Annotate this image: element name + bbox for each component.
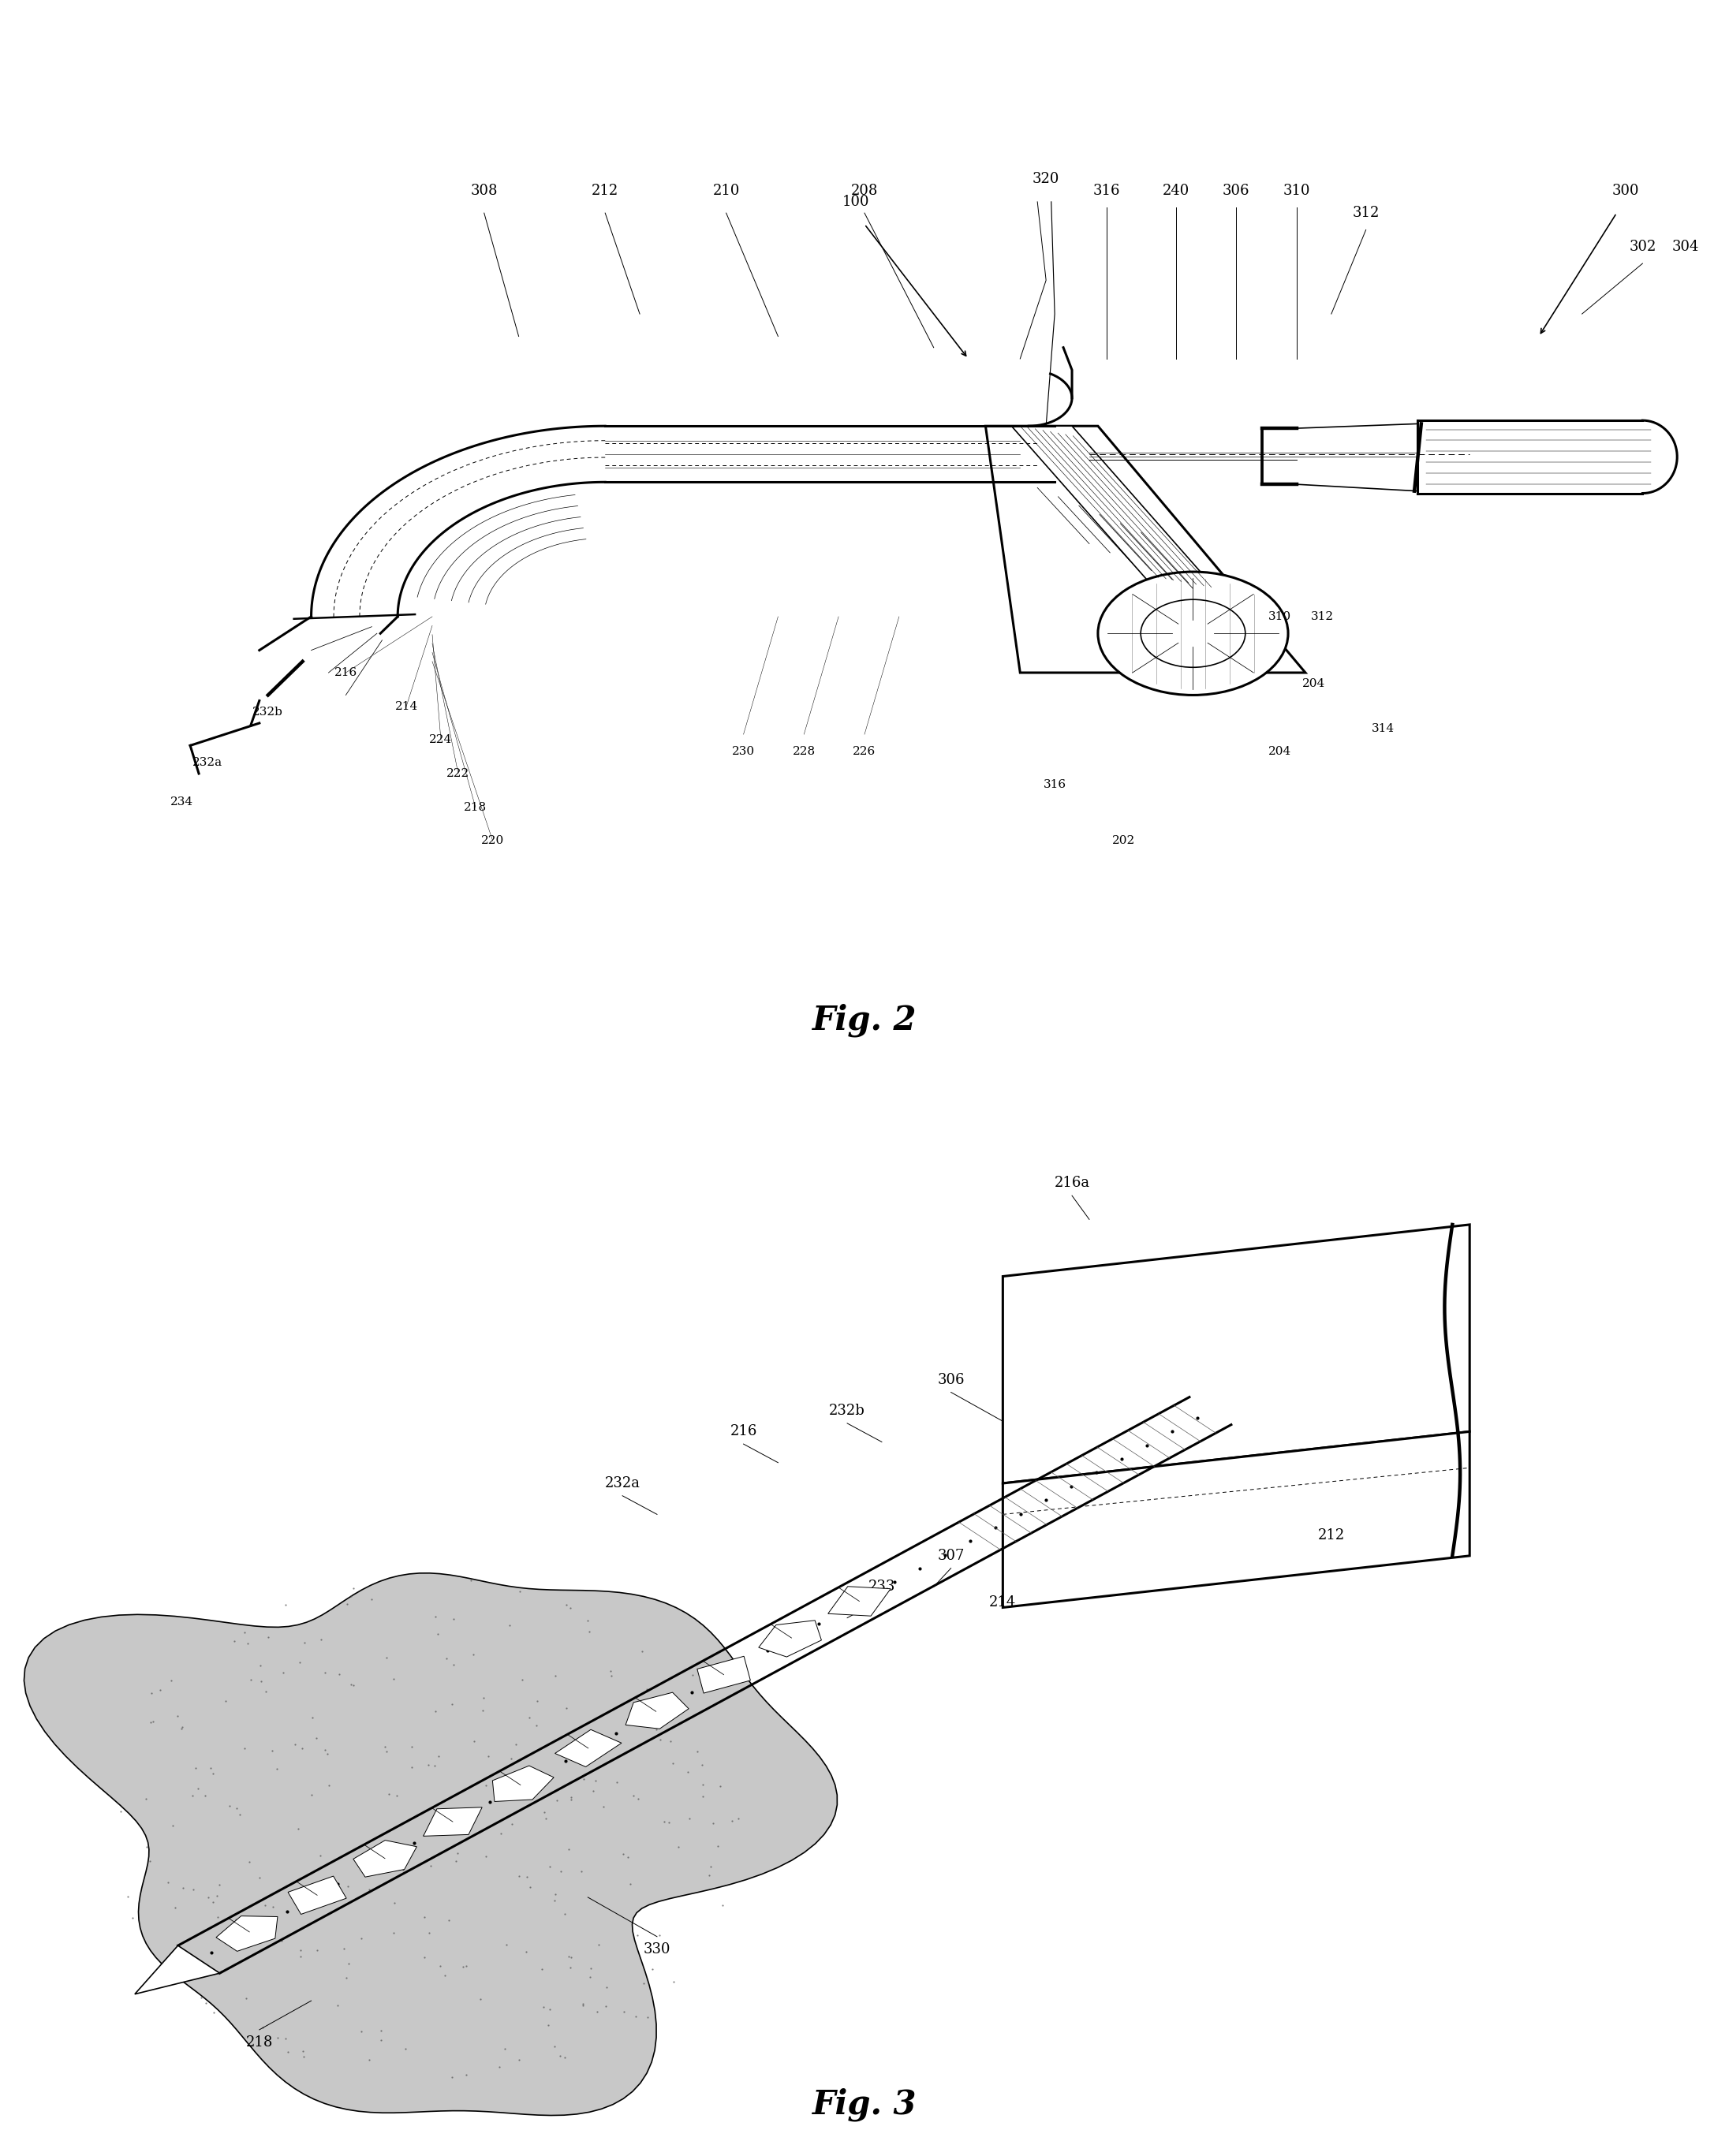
Text: 232a: 232a: [192, 757, 223, 768]
Text: 216: 216: [730, 1425, 757, 1438]
Polygon shape: [555, 1729, 621, 1766]
Polygon shape: [289, 1876, 346, 1915]
Text: 316: 316: [1093, 183, 1120, 198]
Text: 320: 320: [1032, 172, 1060, 185]
Text: 310: 310: [1267, 610, 1292, 623]
Text: 218: 218: [463, 802, 488, 813]
Text: 212: 212: [1317, 1529, 1345, 1542]
Text: 308: 308: [470, 183, 498, 198]
Polygon shape: [1011, 427, 1210, 582]
Text: 314: 314: [1371, 722, 1395, 735]
Polygon shape: [828, 1587, 890, 1617]
Text: 208: 208: [851, 183, 878, 198]
Text: 300: 300: [1611, 183, 1639, 198]
Polygon shape: [24, 1574, 837, 2115]
Text: 216: 216: [334, 666, 358, 679]
Text: 232b: 232b: [252, 707, 284, 718]
Text: 224: 224: [429, 735, 453, 746]
Polygon shape: [697, 1656, 750, 1692]
Text: 306: 306: [1222, 183, 1250, 198]
Text: Fig. 3: Fig. 3: [813, 2087, 916, 2122]
Text: 312: 312: [1352, 207, 1380, 220]
Text: 210: 210: [712, 183, 740, 198]
Polygon shape: [1003, 1432, 1470, 1608]
Text: 204: 204: [1302, 679, 1326, 690]
Text: 212: 212: [591, 183, 619, 198]
Text: 306: 306: [937, 1373, 965, 1386]
Polygon shape: [216, 1917, 278, 1951]
Text: 310: 310: [1283, 183, 1311, 198]
Polygon shape: [424, 1807, 482, 1837]
Polygon shape: [986, 427, 1305, 673]
Text: 240: 240: [1162, 183, 1190, 198]
Text: 214: 214: [989, 1595, 1017, 1608]
Text: 100: 100: [842, 194, 870, 209]
Text: 232a: 232a: [605, 1477, 640, 1490]
Text: 202: 202: [1112, 834, 1136, 847]
Text: 316: 316: [1043, 778, 1067, 791]
Circle shape: [1141, 599, 1245, 668]
Text: 216a: 216a: [1055, 1177, 1089, 1190]
Circle shape: [1098, 571, 1288, 694]
Text: 204: 204: [1267, 746, 1292, 757]
Text: 214: 214: [394, 701, 418, 711]
Text: 226: 226: [852, 746, 877, 757]
Text: 232b: 232b: [830, 1404, 864, 1419]
Text: 218: 218: [246, 2035, 273, 2048]
Text: 302: 302: [1629, 239, 1656, 254]
Text: 220: 220: [481, 834, 505, 847]
Polygon shape: [493, 1766, 553, 1802]
Polygon shape: [626, 1692, 688, 1729]
Polygon shape: [135, 1945, 220, 1994]
Text: 222: 222: [446, 768, 470, 778]
Text: 233: 233: [868, 1580, 896, 1593]
Text: 230: 230: [731, 746, 756, 757]
Text: Fig. 2: Fig. 2: [813, 1003, 916, 1037]
Polygon shape: [353, 1841, 417, 1878]
Polygon shape: [759, 1621, 821, 1658]
Text: 228: 228: [792, 746, 816, 757]
Text: 234: 234: [169, 796, 194, 806]
Text: 312: 312: [1311, 610, 1335, 623]
Text: 330: 330: [643, 1943, 671, 1955]
Text: 307: 307: [937, 1548, 965, 1563]
Polygon shape: [1003, 1225, 1470, 1483]
Text: 304: 304: [1672, 239, 1700, 254]
